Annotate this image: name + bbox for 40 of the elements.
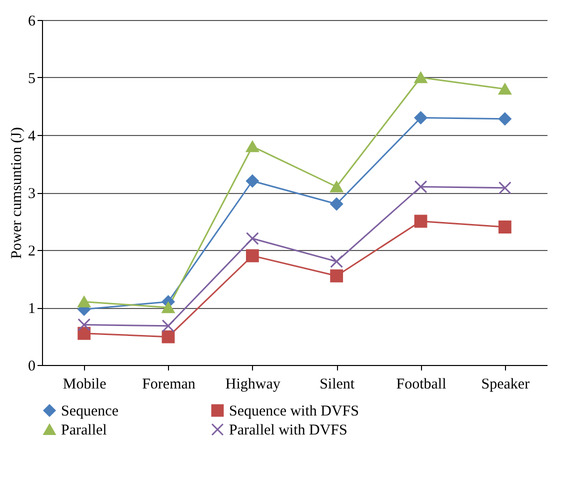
legend-label: Parallel with DVFS bbox=[229, 422, 348, 438]
point bbox=[414, 180, 428, 194]
point bbox=[330, 269, 344, 282]
point bbox=[162, 319, 175, 332]
legend-label: Sequence with DVFS bbox=[229, 404, 359, 420]
point bbox=[330, 181, 344, 192]
point bbox=[246, 140, 259, 152]
point bbox=[414, 72, 428, 84]
point bbox=[498, 220, 512, 234]
legend-label: Sequence bbox=[61, 404, 119, 420]
point bbox=[330, 255, 344, 268]
x-tick-label: Mobile bbox=[62, 376, 107, 392]
y-axis-title: Power cumsuntion (J) bbox=[9, 127, 25, 259]
y-tick-label: 3 bbox=[28, 186, 36, 202]
point bbox=[78, 296, 91, 308]
point bbox=[246, 249, 259, 262]
y-tick-label: 2 bbox=[28, 244, 36, 260]
point bbox=[498, 181, 512, 194]
point bbox=[78, 326, 91, 340]
point bbox=[78, 318, 91, 332]
x-tick-label: Football bbox=[396, 376, 446, 392]
point bbox=[246, 232, 259, 245]
point bbox=[498, 112, 512, 126]
y-tick-label: 0 bbox=[28, 358, 36, 374]
x-tick-label: Foreman bbox=[142, 376, 196, 392]
point bbox=[414, 214, 428, 228]
point bbox=[498, 83, 512, 95]
point bbox=[246, 174, 259, 188]
x-tick-label: Silent bbox=[320, 376, 356, 392]
y-tick-label: 6 bbox=[28, 14, 36, 30]
y-tick-label: 5 bbox=[28, 71, 36, 87]
legend-label: Parallel bbox=[61, 422, 107, 438]
point bbox=[162, 330, 175, 344]
point bbox=[162, 302, 175, 314]
y-tick-label: 1 bbox=[28, 301, 36, 317]
point bbox=[414, 111, 428, 124]
x-tick-label: Speaker bbox=[481, 376, 530, 392]
point bbox=[330, 198, 344, 210]
x-tick-label: Highway bbox=[225, 376, 281, 392]
y-tick-label: 4 bbox=[28, 128, 36, 144]
